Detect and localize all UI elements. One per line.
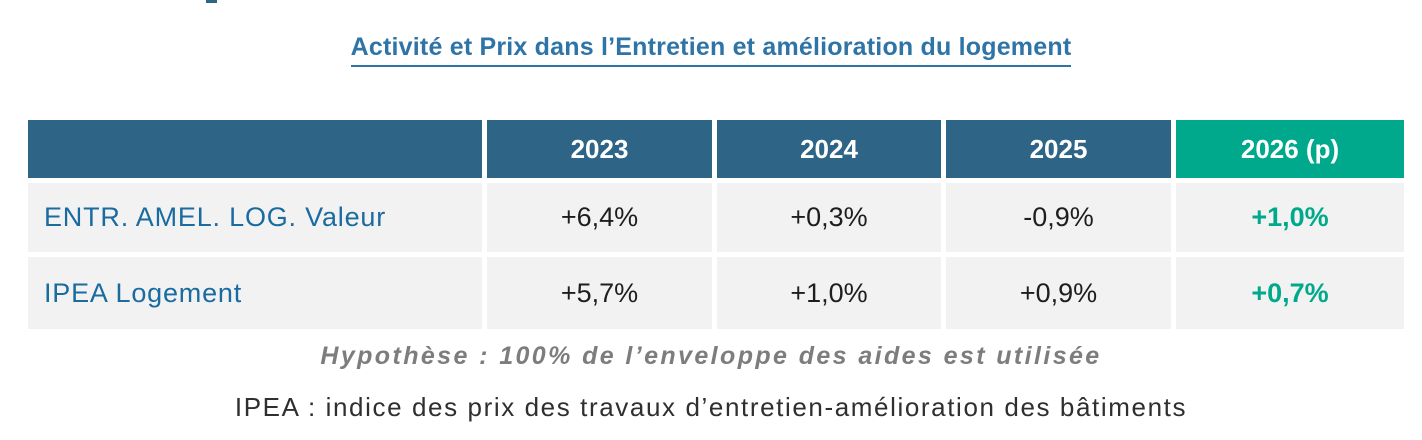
column-header-blank — [28, 120, 482, 178]
value-cell-ipea-2025: +0,9% — [946, 257, 1171, 329]
column-header-2023: 2023 — [487, 120, 712, 178]
column-header-2025: 2025 — [946, 120, 1171, 178]
value-cell-ipea-2026: +0,7% — [1176, 257, 1404, 329]
row-label-entr-amel-log-valeur: ENTR. AMEL. LOG. Valeur — [28, 183, 482, 252]
row-label-ipea-logement: IPEA Logement — [28, 257, 482, 329]
title-row: Activité et Prix dans l’Entretien et amé… — [0, 32, 1422, 67]
column-header-2024: 2024 — [717, 120, 941, 178]
column-header-2026-forecast: 2026 (p) — [1176, 120, 1404, 178]
cropped-text-fragment — [206, 0, 217, 3]
table-title: Activité et Prix dans l’Entretien et amé… — [350, 32, 1072, 67]
ipea-definition-note: IPEA : indice des prix des travaux d’ent… — [234, 392, 1188, 422]
value-cell-ipea-2024: +1,0% — [717, 257, 941, 329]
value-cell-valeur-2023: +6,4% — [487, 183, 712, 252]
value-cell-ipea-2023: +5,7% — [487, 257, 712, 329]
value-cell-valeur-2025: -0,9% — [946, 183, 1171, 252]
value-cell-valeur-2024: +0,3% — [717, 183, 941, 252]
activity-price-table: 2023 2024 2025 2026 (p) ENTR. AMEL. LOG.… — [28, 120, 1404, 329]
value-cell-valeur-2026: +1,0% — [1176, 183, 1404, 252]
hypothesis-note: Hypothèse : 100% de l’enveloppe des aide… — [320, 342, 1102, 370]
